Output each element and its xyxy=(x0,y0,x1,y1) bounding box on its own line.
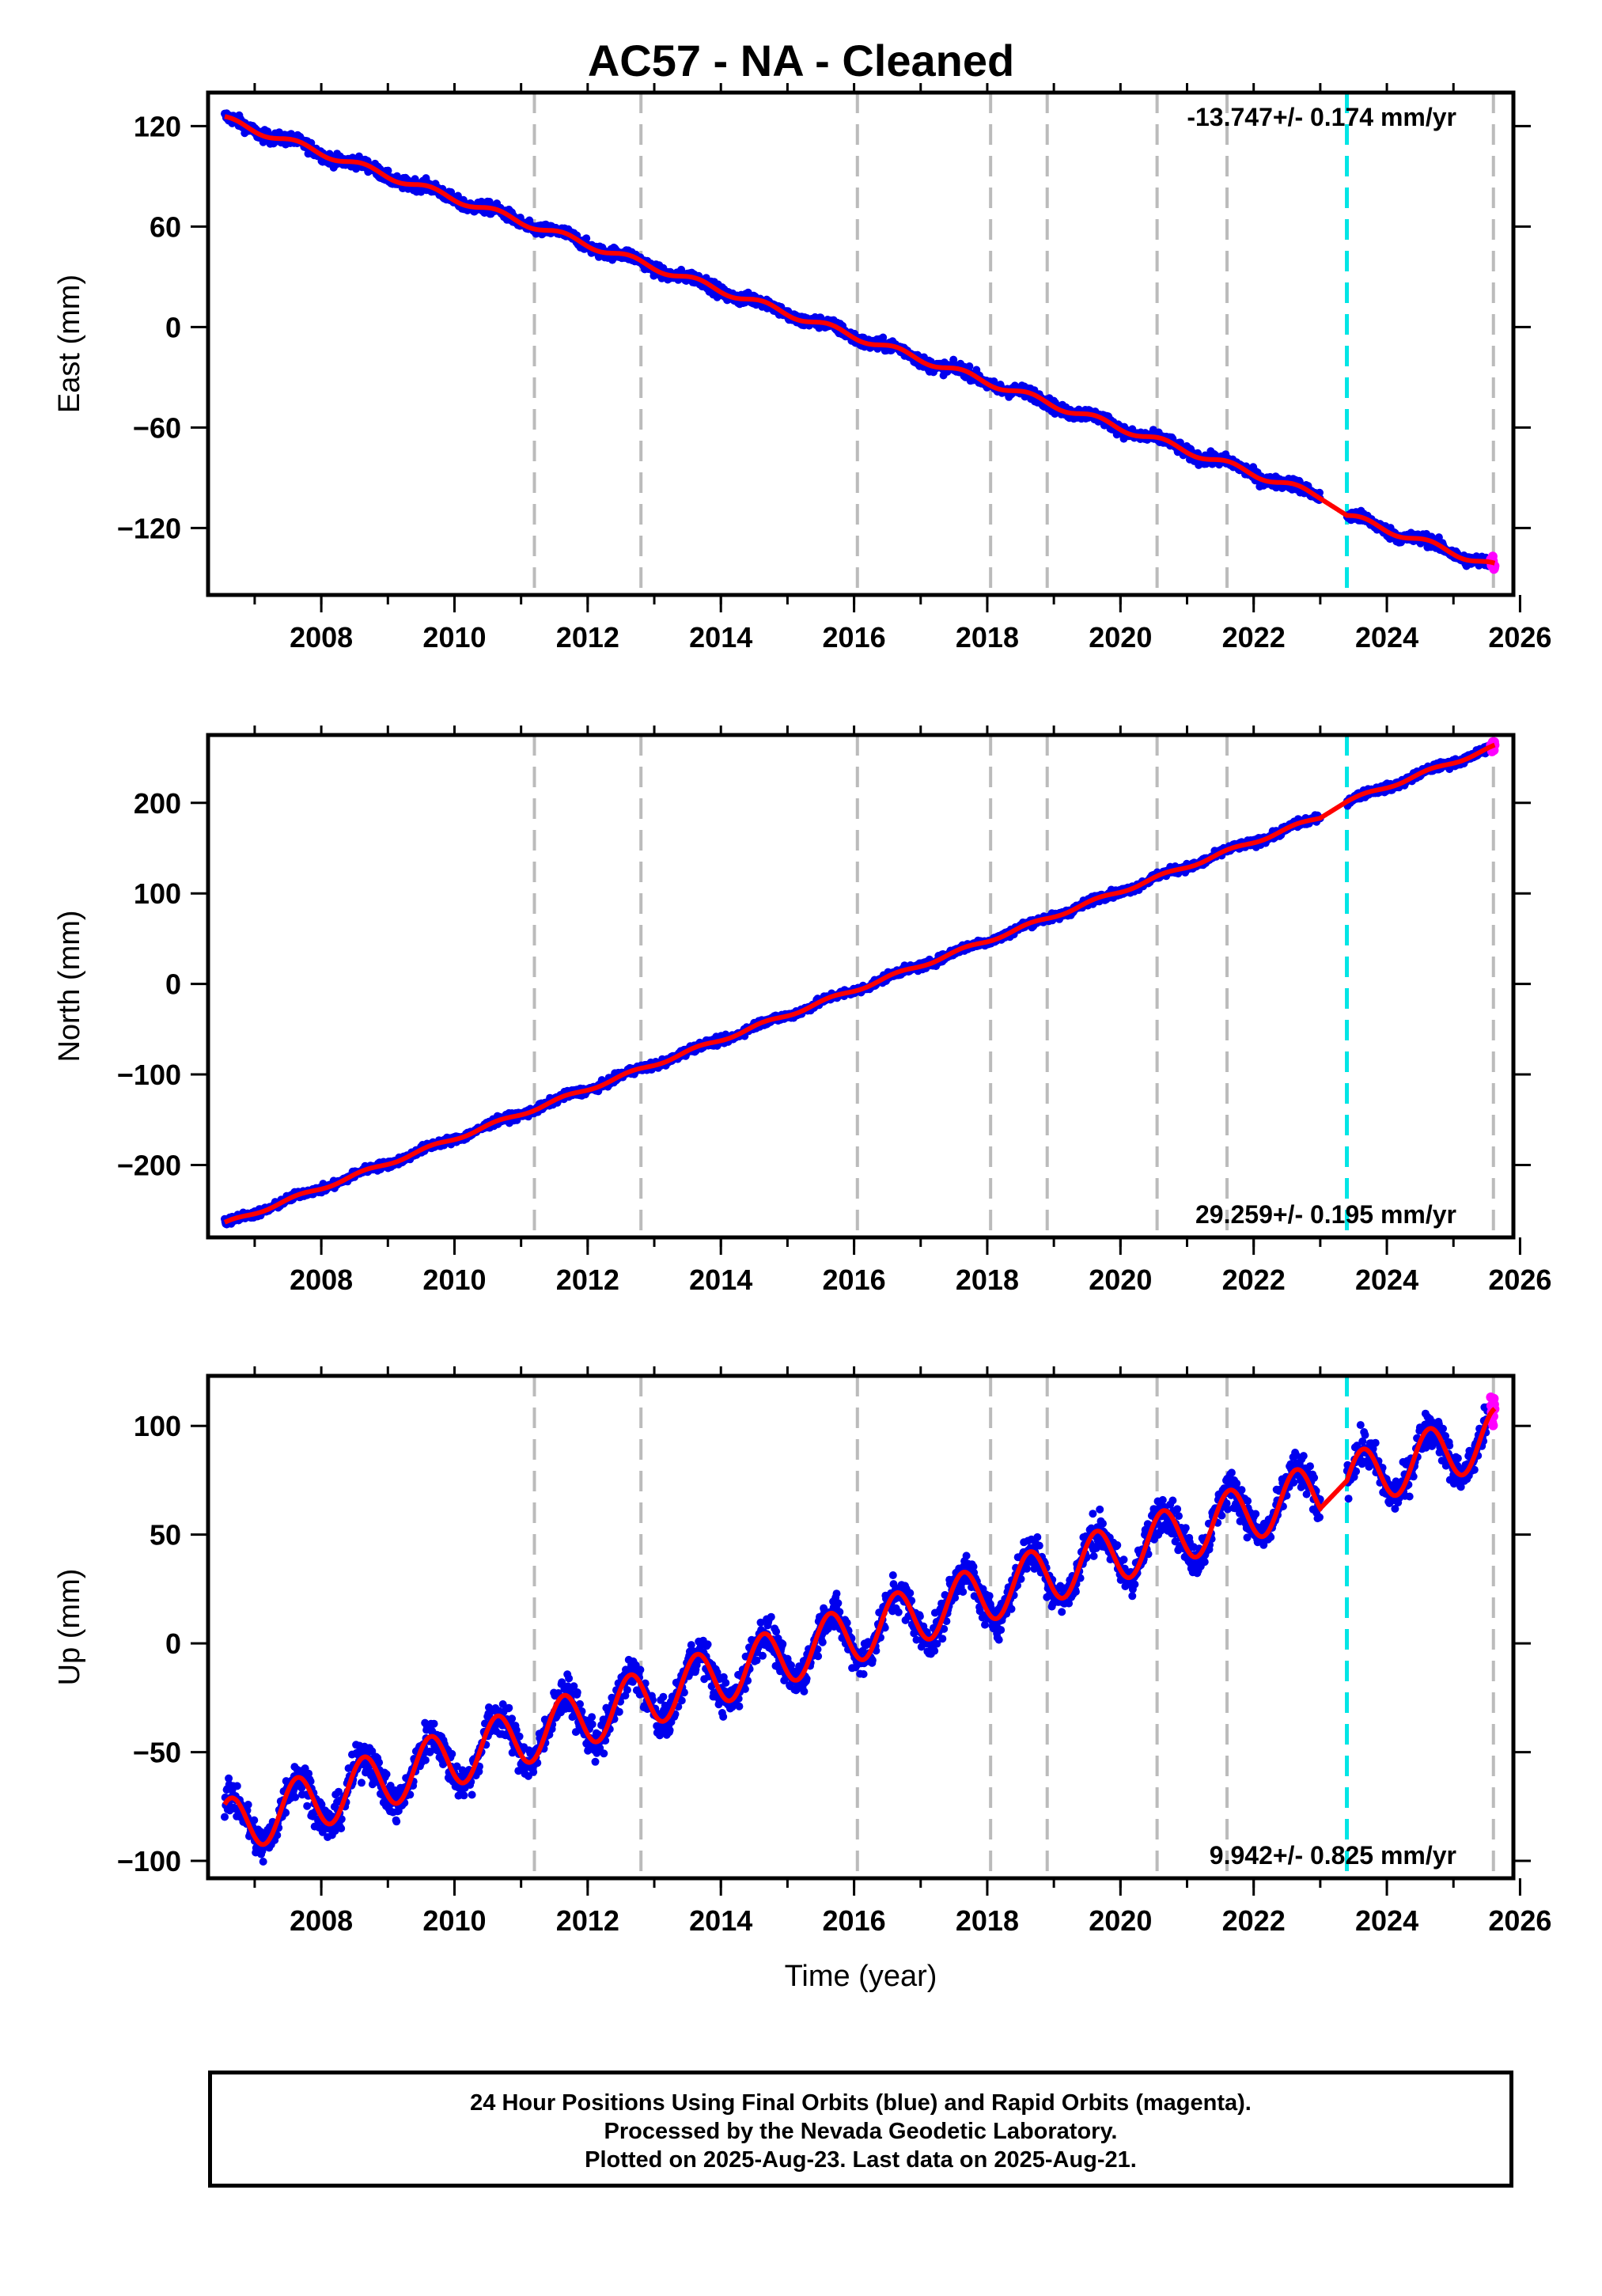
east-x-tick-label: 2016 xyxy=(823,621,886,654)
east-x-tick-label: 2010 xyxy=(422,621,486,654)
east-y-tick-label: 120 xyxy=(134,110,181,142)
east-y-axis-label: East (mm) xyxy=(53,275,86,413)
east-panel: 2008 2010 2012 2014 2016 2018 2020 2022 2024 2026… xyxy=(53,83,1551,654)
east-x-tick-label: 2020 xyxy=(1089,621,1152,654)
east-x-tick-label: 2024 xyxy=(1355,621,1418,654)
east-x-tick-label: 2012 xyxy=(556,621,619,654)
east-rate-label: -13.747+/- 0.174 mm/yr xyxy=(1187,103,1456,131)
north-panel: 2008 2010 2012 2014 2016 2018 2020 2022 2024 2026… xyxy=(53,726,1551,1296)
east-final-point xyxy=(453,191,462,200)
east-plot-area xyxy=(221,93,1500,595)
north-plot-area xyxy=(221,735,1500,1237)
east-x-tick-label: 2008 xyxy=(290,621,353,654)
east-final-point xyxy=(384,166,392,175)
east-y-tick-label: −60 xyxy=(133,411,181,444)
east-x-tick-label: 2018 xyxy=(956,621,1019,654)
page-title: AC57 - NA - Cleaned xyxy=(587,36,1015,85)
east-x-tick-label: 2026 xyxy=(1488,621,1551,654)
east-x-tick-label: 2022 xyxy=(1222,621,1286,654)
east-y-tick-label: 60 xyxy=(150,210,181,243)
east-final-point xyxy=(582,234,591,243)
east-x-tick-label: 2014 xyxy=(689,621,752,654)
east-y-tick-label: 0 xyxy=(165,311,181,343)
east-y-tick-label: −120 xyxy=(117,512,181,544)
